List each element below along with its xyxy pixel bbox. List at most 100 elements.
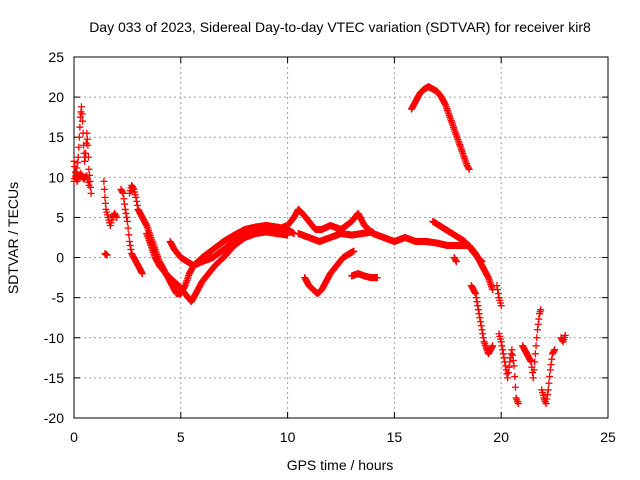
series-track-m (429, 217, 486, 266)
data-point (126, 238, 134, 246)
data-point (126, 242, 134, 250)
data-point (133, 197, 141, 205)
data-point (543, 390, 551, 398)
data-point (84, 175, 92, 183)
data-point (77, 103, 85, 111)
data-point (500, 354, 508, 362)
x-tick-labels: 0 5 10 15 20 25 (70, 429, 616, 445)
data-point (472, 294, 480, 302)
data-point (477, 322, 485, 330)
data-point (531, 350, 539, 358)
x-tick-label: 20 (493, 429, 509, 445)
data-point (479, 330, 487, 338)
series-track-n (450, 254, 460, 266)
series-track-r (519, 306, 545, 382)
data-point (505, 363, 513, 371)
chart-title: Day 033 of 2023, Sidereal Day-to-day VTE… (89, 19, 591, 35)
y-tick-label: 0 (56, 250, 64, 266)
data-point (534, 326, 542, 334)
y-tick-label: 20 (48, 89, 64, 105)
x-tick-label: 15 (387, 429, 403, 445)
data-point (503, 370, 511, 378)
data-point (71, 163, 79, 171)
data-point (475, 310, 483, 318)
data-point (511, 383, 519, 391)
y-tick-label: -20 (44, 410, 64, 426)
data-point (83, 135, 91, 143)
data-point (138, 270, 146, 278)
data-point (87, 189, 95, 197)
series-track-s (538, 346, 559, 408)
data-point (76, 123, 84, 131)
data-point (504, 369, 512, 377)
y-tick-labels: -20 -15 -10 -5 0 5 10 15 20 25 (44, 49, 64, 426)
data-point (100, 177, 108, 185)
data-point (71, 168, 79, 176)
data-point (123, 217, 131, 225)
data-point (101, 193, 109, 201)
series-track-h (166, 205, 497, 294)
data-point (561, 331, 569, 339)
data-point (85, 181, 93, 189)
data-point (497, 302, 505, 310)
data-point (83, 129, 91, 137)
data-point (508, 346, 516, 354)
data-point (464, 164, 472, 172)
data-point (532, 342, 540, 350)
series-track-i (294, 228, 377, 246)
data-point (514, 400, 522, 408)
data-point (103, 251, 111, 259)
data-point (121, 200, 129, 208)
data-point (499, 346, 507, 354)
data-point (74, 159, 82, 167)
data-point (132, 193, 140, 201)
data-point (542, 400, 550, 408)
data-point (373, 274, 381, 282)
data-point (83, 172, 91, 180)
data-point (369, 228, 377, 236)
data-point (100, 185, 108, 193)
data-point (535, 315, 543, 323)
data-point (548, 355, 556, 363)
data-point (479, 334, 487, 342)
series-track-b (70, 157, 93, 189)
data-point (544, 386, 552, 394)
series-track-p (493, 282, 505, 310)
data-point (504, 374, 512, 382)
data-point (510, 362, 518, 370)
data-point (546, 366, 554, 374)
series-track-j (301, 247, 358, 298)
data-point (284, 231, 292, 239)
data-point (509, 351, 517, 359)
data-point (122, 209, 130, 217)
data-point (133, 201, 141, 209)
y-tick-label: 10 (48, 169, 64, 185)
series-track-l (407, 83, 473, 173)
data-point (79, 117, 87, 125)
data-point (493, 282, 501, 290)
data-point (74, 153, 82, 161)
x-tick-label: 0 (70, 429, 78, 445)
series-track-k (348, 270, 381, 282)
data-point (350, 247, 358, 255)
data-point (124, 224, 132, 232)
data-point (452, 256, 460, 264)
data-point (125, 231, 133, 239)
data-point (113, 213, 121, 221)
data-point (75, 133, 83, 141)
x-tick-label: 5 (177, 429, 185, 445)
data-point (112, 212, 120, 220)
y-axis-label: SDTVAR / TECUs (5, 182, 21, 294)
data-point (529, 374, 537, 382)
data-point (547, 361, 555, 369)
y-tick-label: -10 (44, 330, 64, 346)
data-point (545, 379, 553, 387)
data-point (75, 143, 83, 151)
data-point (494, 290, 502, 298)
data-point (84, 178, 92, 186)
series-track-q (495, 330, 522, 408)
x-axis-label: GPS time / hours (287, 457, 394, 473)
data-point (85, 165, 93, 173)
data-point (501, 362, 509, 370)
